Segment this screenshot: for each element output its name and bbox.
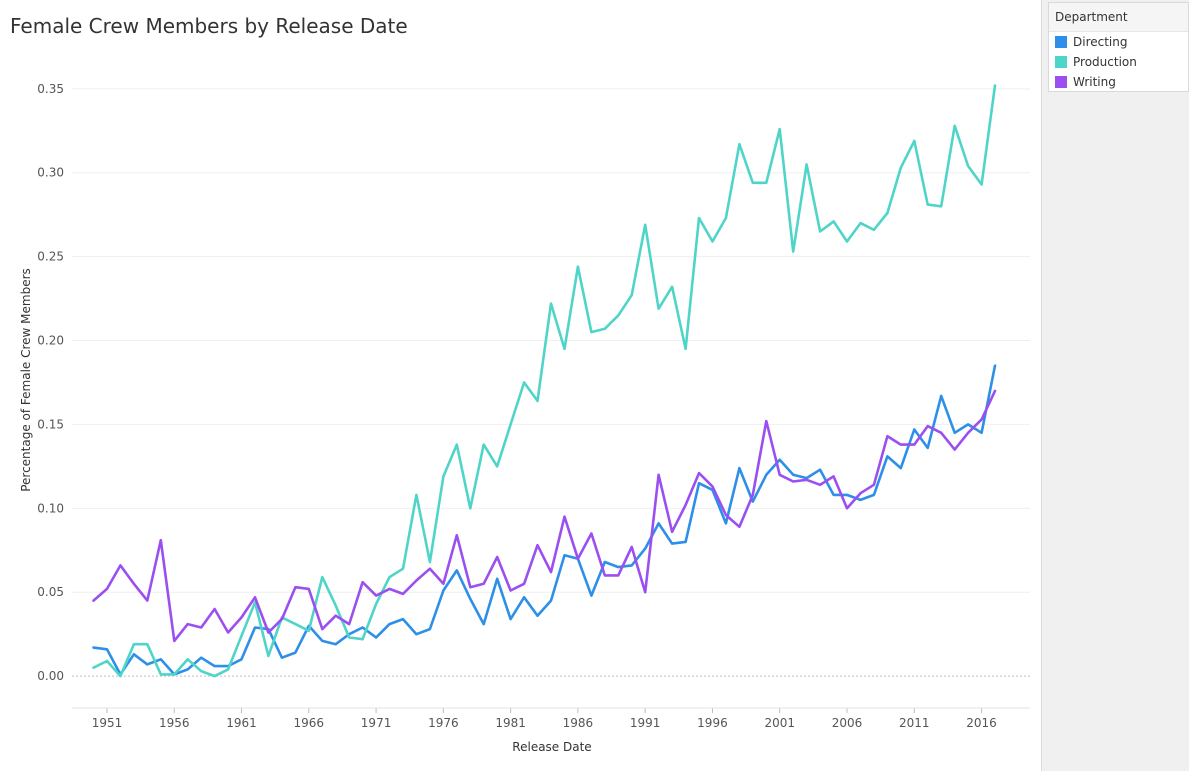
y-tick-label: 0.10 (37, 501, 64, 515)
y-tick-label: 0.35 (37, 82, 64, 96)
legend-label-directing: Directing (1073, 35, 1128, 49)
x-tick-label: 2001 (764, 716, 795, 730)
line-chart[interactable]: 0.000.050.100.150.200.250.300.35 1951 195… (0, 0, 1040, 771)
y-axis-ticks: 0.00 0.05 0.10 0.15 0.20 0.25 0.30 0.35 (37, 82, 64, 683)
y-tick-label: 0.15 (37, 417, 64, 431)
x-tick-label: 1986 (563, 716, 594, 730)
x-tick-label: 1956 (159, 716, 190, 730)
legend-item-production[interactable]: Production (1049, 52, 1188, 72)
legend-label-writing: Writing (1073, 75, 1116, 89)
x-tick-label: 1961 (226, 716, 257, 730)
x-axis-label: Release Date (512, 740, 591, 754)
gridlines (72, 88, 1030, 677)
series-lines (92, 84, 997, 678)
y-tick-label: 0.30 (37, 166, 64, 180)
legend-swatch-directing (1055, 36, 1067, 48)
legend-label-production: Production (1073, 55, 1137, 69)
y-tick-label: 0.00 (37, 669, 64, 683)
legend[interactable]: Department Directing Production Writing (1048, 2, 1189, 92)
chart-title: Female Crew Members by Release Date (10, 14, 408, 38)
x-tick-label: 2006 (832, 716, 863, 730)
x-tick-label: 2011 (899, 716, 930, 730)
y-tick-label: 0.05 (37, 585, 64, 599)
legend-item-writing[interactable]: Writing (1049, 72, 1188, 92)
x-tick-label: 1996 (697, 716, 728, 730)
x-tick-label: 1991 (630, 716, 661, 730)
x-axis-ticks: 1951 1956 1961 1966 1971 1976 1981 1986 1991 1996… (72, 707, 1030, 730)
y-axis-label: Percentage of Female Crew Members (19, 268, 33, 492)
y-tick-label: 0.20 (37, 334, 64, 348)
legend-title: Department (1049, 3, 1188, 32)
x-tick-label: 1966 (294, 716, 325, 730)
x-tick-label: 1951 (92, 716, 123, 730)
series-line-directing[interactable] (92, 364, 997, 676)
legend-swatch-writing (1055, 76, 1067, 88)
series-line-production[interactable] (92, 84, 997, 678)
side-panel (1041, 0, 1189, 771)
series-line-writing[interactable] (92, 389, 997, 643)
x-tick-label: 1981 (495, 716, 526, 730)
legend-item-directing[interactable]: Directing (1049, 32, 1188, 52)
x-tick-label: 1976 (428, 716, 459, 730)
x-tick-label: 2016 (966, 716, 997, 730)
y-tick-label: 0.25 (37, 250, 64, 264)
legend-swatch-production (1055, 56, 1067, 68)
x-tick-label: 1971 (361, 716, 392, 730)
